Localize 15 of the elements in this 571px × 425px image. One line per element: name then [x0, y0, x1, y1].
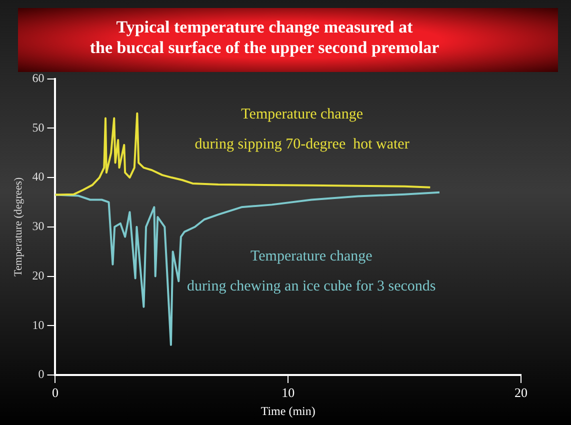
x-tick-label: 20 [514, 385, 528, 400]
y-axis-title: Temperature (degrees) [12, 177, 24, 276]
text: Temperature change during sipping 70-degree hot water [194, 106, 410, 152]
y-tick-label: 40 [32, 170, 44, 184]
x-tick-label: 0 [52, 385, 58, 400]
y-tick-label: 30 [32, 219, 44, 234]
y-tick-label: 20 [32, 268, 44, 282]
y-tick-label: 50 [32, 120, 44, 134]
y-tick-label: 0 [38, 367, 44, 382]
series-label: Temperature change during chewing an ice cube for 3 seconds [187, 248, 436, 294]
y-tick-label: 60 [32, 70, 44, 85]
x-tick-label: 10 [282, 385, 295, 400]
y-tick-label: 10 [32, 318, 44, 332]
chart-title: Typical temperature change measured at the buccal surface of the upper second premolar [90, 18, 440, 57]
x-axis-title: Time (min) [260, 404, 316, 418]
